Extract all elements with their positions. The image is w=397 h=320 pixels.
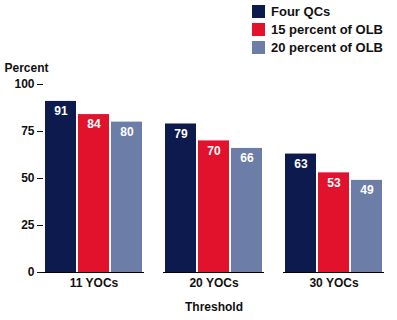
svg-text:Threshold: Threshold [185,300,243,314]
svg-text:25: 25 [21,218,35,232]
svg-text:Percent: Percent [5,61,49,75]
svg-text:100: 100 [14,77,34,91]
svg-text:30 YOCs: 30 YOCs [309,276,358,290]
svg-text:0: 0 [28,265,35,279]
svg-text:84: 84 [87,117,101,131]
svg-text:63: 63 [294,157,308,171]
svg-text:70: 70 [207,144,221,158]
svg-text:50: 50 [21,171,35,185]
svg-text:11 YOCs: 11 YOCs [70,276,119,290]
svg-text:80: 80 [120,125,134,139]
html-text:15 percent of OLB: 15 percent of OLB [271,22,383,37]
html-text:Four QCs: Four QCs [271,4,331,19]
html-text:20 percent of OLB: 20 percent of OLB [271,40,383,55]
svg-text:20 YOCs: 20 YOCs [189,276,238,290]
svg-text:79: 79 [174,127,188,141]
svg-text:91: 91 [54,104,68,118]
svg-text:53: 53 [327,176,341,190]
svg-text:75: 75 [21,124,35,138]
svg-text:49: 49 [360,183,374,197]
svg-text:66: 66 [240,151,254,165]
